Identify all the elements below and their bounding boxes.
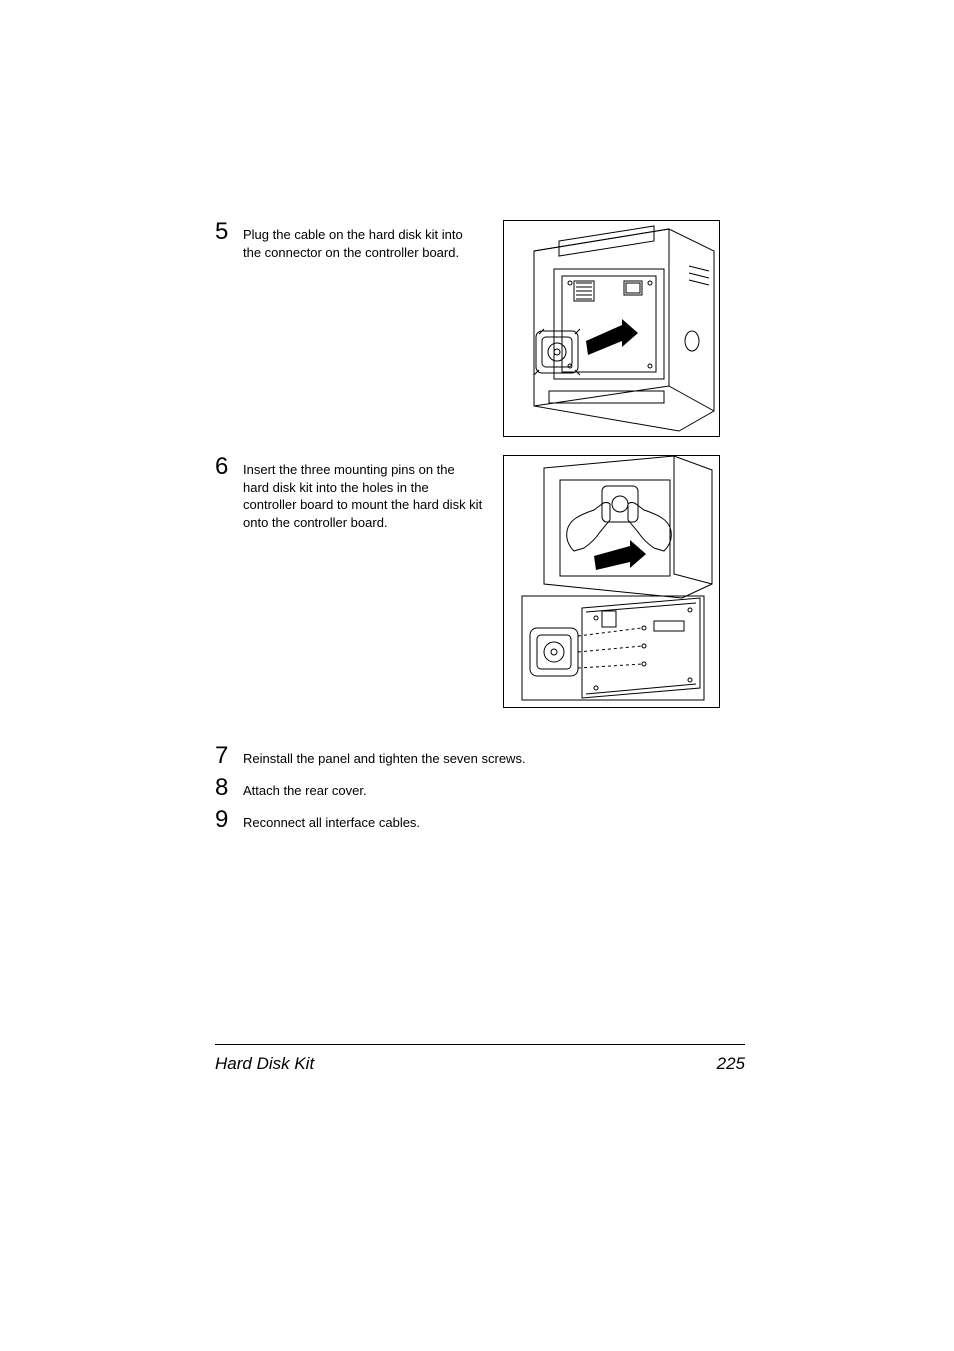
step-5-figure	[503, 220, 720, 437]
page-content: 5 Plug the cable on the hard disk kit in…	[215, 220, 745, 840]
printer-diagram-icon	[504, 221, 719, 436]
step-text: Reinstall the panel and tighten the seve…	[243, 744, 745, 768]
step-7-row: 7 Reinstall the panel and tighten the se…	[215, 744, 745, 768]
step-9-row: 9 Reconnect all interface cables.	[215, 808, 745, 832]
step-number: 7	[215, 744, 243, 768]
step-text: Insert the three mounting pins on the ha…	[243, 455, 483, 531]
footer-page-number: 225	[717, 1054, 745, 1074]
step-6-row: 6 Insert the three mounting pins on the …	[215, 455, 745, 708]
step-number: 6	[215, 455, 243, 479]
printer-mount-diagram-icon	[504, 456, 719, 707]
page-footer: Hard Disk Kit 225	[215, 1054, 745, 1074]
step-number: 9	[215, 808, 243, 832]
step-number: 8	[215, 776, 243, 800]
footer-rule	[215, 1044, 745, 1045]
step-5-row: 5 Plug the cable on the hard disk kit in…	[215, 220, 745, 437]
step-6-figure	[503, 455, 720, 708]
step-text: Reconnect all interface cables.	[243, 808, 745, 832]
step-text: Attach the rear cover.	[243, 776, 745, 800]
step-number: 5	[215, 220, 243, 244]
step-text: Plug the cable on the hard disk kit into…	[243, 220, 483, 261]
step-8-row: 8 Attach the rear cover.	[215, 776, 745, 800]
footer-title: Hard Disk Kit	[215, 1054, 314, 1074]
